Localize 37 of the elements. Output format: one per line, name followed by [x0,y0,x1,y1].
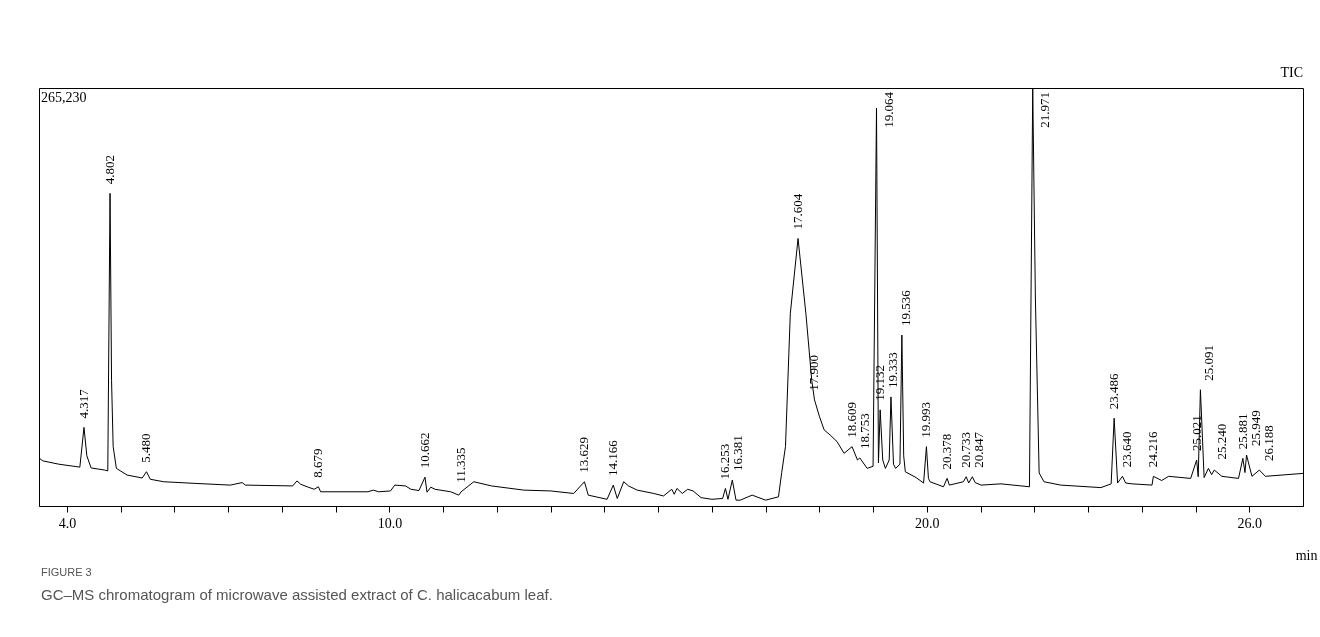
annotation: 13.629 [576,437,592,473]
annotation: 265,230 [41,90,87,105]
text: GC–MS chromatogram of microwave assisted extract of C. halicacabum leaf. [41,586,553,603]
annotation: 17.604 [790,193,806,230]
caption: FIGURE 3 [41,566,92,578]
annotation: 26.188 [1261,425,1277,462]
annotation: 23.486 [1106,372,1122,410]
annotation: 25.881 [1234,413,1250,450]
annotation: 24.216 [1145,431,1161,468]
annotation: 10.662 [416,432,432,469]
x-tick-label: 26.0 [1237,515,1263,531]
annotation: 16.253 [717,443,733,480]
annotation: 20.847 [971,431,987,468]
annotation: 4.317 [75,388,91,419]
annotation: 19.536 [897,289,913,327]
annotation: 17.900 [806,355,822,391]
annotation: 16.381 [730,435,746,472]
annotation: 20.733 [958,431,974,468]
annotation: 25.091 [1201,345,1217,381]
annotation: 14.166 [605,439,621,477]
text: TIC [1280,65,1303,80]
annotation: 23.640 [1119,431,1135,468]
annotation: 20.378 [939,433,955,470]
annotation: 11.335 [453,447,469,483]
annotation: 25.021 [1188,415,1204,452]
annotation: 5.480 [138,433,154,463]
annotation: 8.679 [310,448,326,478]
x-tick-label: 4.0 [58,515,77,531]
x-axis-title: min [1295,547,1318,563]
annotation: 4.802 [102,155,118,185]
annotation: 19.993 [918,401,934,438]
annotation: 21.971 [1036,92,1052,128]
x-tick-label: 20.0 [915,515,940,531]
x-tick-label: 10.0 [377,515,403,531]
annotation: 25.949 [1247,410,1263,446]
annotation: 25.240 [1214,423,1230,460]
annotation: 19.064 [880,91,896,128]
